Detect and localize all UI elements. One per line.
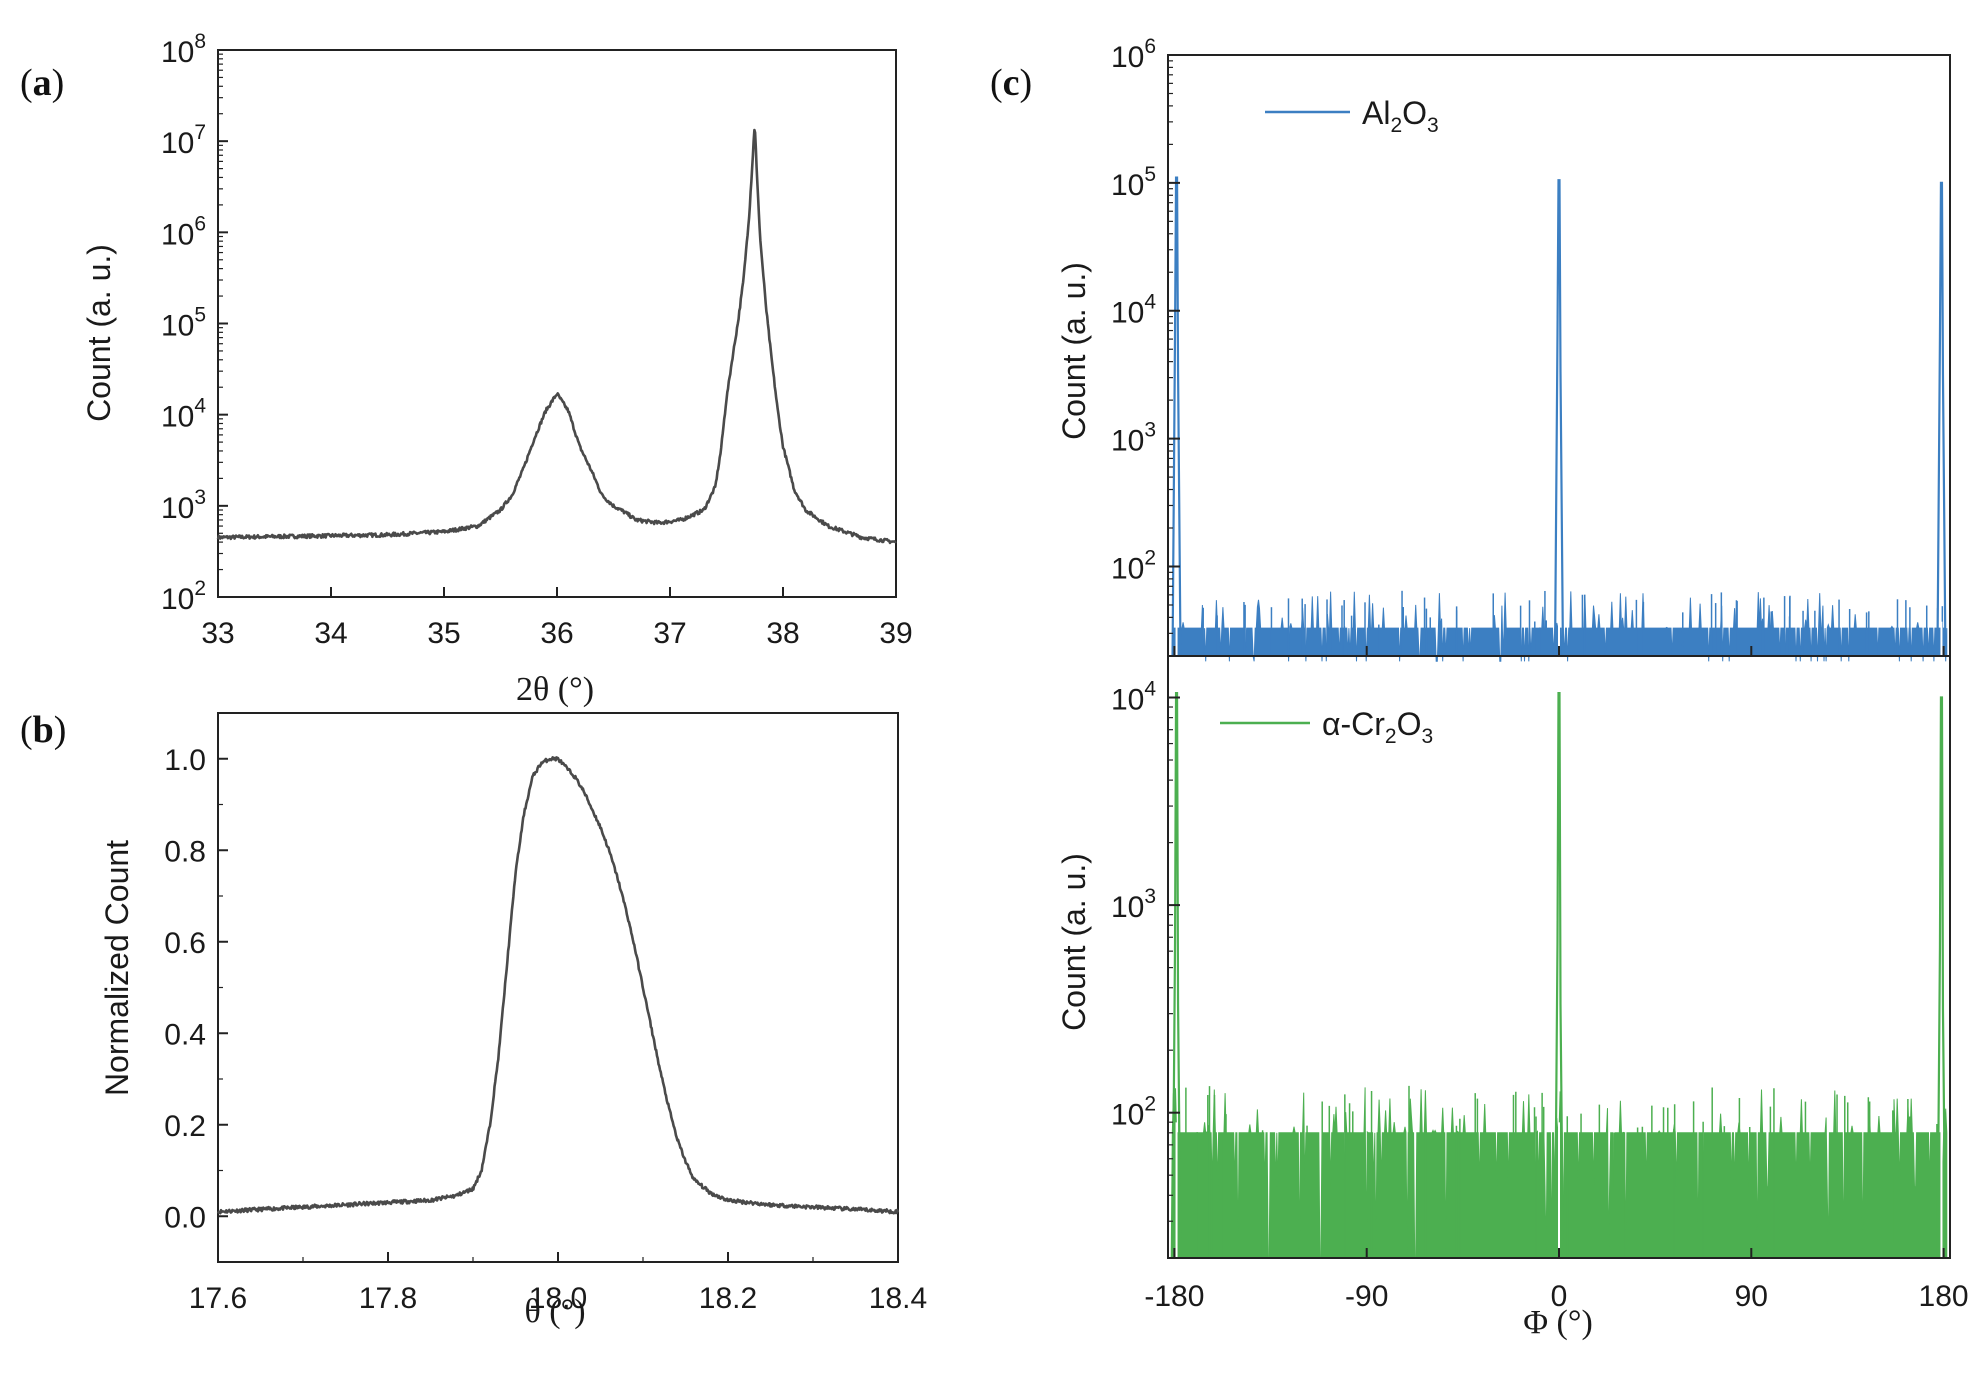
panel-c-bottom-ytick-label: 104 xyxy=(1111,678,1156,717)
panel-a-ytick-label: 105 xyxy=(161,304,206,343)
panel-label-c: (c) xyxy=(990,62,1032,104)
panel-a-xtick-label: 33 xyxy=(201,617,234,650)
legend-label-al2o3: Al2O3 xyxy=(1362,95,1439,137)
panel-a-series-line xyxy=(216,128,897,545)
panel-c-bottom-xtick-label: -180 xyxy=(1144,1280,1204,1313)
panel-c-bottom-legend: α-Cr2O3 xyxy=(1220,706,1433,748)
panel-c-top-ytick-label: 105 xyxy=(1111,163,1156,202)
panel-c-top-plot: 102 103 104 105 106 xyxy=(1111,35,1951,662)
panel-a-xlabel: 2θ (°) xyxy=(516,671,594,708)
panel-a-ytick-label: 102 xyxy=(161,577,206,616)
panel-a-ytick-label: 103 xyxy=(161,486,206,525)
panel-b-ytick-label: 0.8 xyxy=(164,835,206,868)
panel-label-a: (a) xyxy=(20,62,64,104)
panel-c-xlabel: Φ (°) xyxy=(1523,1304,1593,1341)
panel-c-bottom-xtick-label: 90 xyxy=(1735,1280,1768,1313)
panel-a-xtick-label: 37 xyxy=(653,617,686,650)
panel-c-bottom-plot: 102 103 104 -180 -90 0 90 180 xyxy=(1111,655,1969,1313)
panel-a-ytick-label: 107 xyxy=(161,121,206,160)
panel-c-bottom-ylabel: Count (a. u.) xyxy=(1056,853,1092,1031)
panel-c-top-ytick-label: 106 xyxy=(1111,35,1156,74)
panel-a-xtick-label: 36 xyxy=(540,617,573,650)
panel-b-ytick-label: 0.4 xyxy=(164,1018,206,1051)
panel-b-ytick-label: 0.0 xyxy=(164,1201,206,1234)
panel-c-top-peak xyxy=(1553,179,1565,657)
panel-b-xtick-label: 18.2 xyxy=(699,1282,757,1315)
panel-a-ytick-label: 104 xyxy=(161,395,206,434)
panel-c-bottom-xtick-label: 0 xyxy=(1551,1280,1568,1313)
panel-c-top-ytick-label: 104 xyxy=(1111,291,1156,330)
panel-a-ytick-label: 106 xyxy=(161,212,206,251)
panel-c-bottom-ytick-label: 102 xyxy=(1111,1093,1156,1132)
panel-a-xtick-label: 35 xyxy=(427,617,460,650)
panel-c-bottom-xtick-label: 180 xyxy=(1919,1280,1969,1313)
panel-b-xtick-label: 18.4 xyxy=(869,1282,927,1315)
panel-a-xtick-label: 34 xyxy=(314,617,347,650)
panel-c-bottom-peak xyxy=(1171,692,1182,1259)
panel-c-top-ylabel: Count (a. u.) xyxy=(1056,262,1092,440)
panel-a-xtick-label: 38 xyxy=(766,617,799,650)
panel-c-bottom-xtick-label: -90 xyxy=(1345,1280,1388,1313)
panel-b-ylabel: Normalized Count xyxy=(99,840,135,1096)
panel-b-ytick-label: 0.2 xyxy=(164,1110,206,1143)
panel-c-bottom-peak xyxy=(1936,696,1947,1259)
panel-c-bottom-ytick-label: 103 xyxy=(1111,885,1156,924)
panel-c-top-ytick-label: 103 xyxy=(1111,419,1156,458)
panel-a-ylabel: Count (a. u.) xyxy=(81,244,117,422)
panel-c-bottom-peak xyxy=(1553,692,1565,1259)
panel-b-ytick-label: 1.0 xyxy=(164,744,206,777)
panel-b-xtick-label: 18.0 xyxy=(529,1282,587,1315)
panel-a-xtick-label: 39 xyxy=(879,617,912,650)
panel-b-xtick-label: 17.6 xyxy=(189,1282,247,1315)
panel-c-top-ytick-label: 102 xyxy=(1111,546,1156,585)
panel-c-top-peak xyxy=(1171,176,1182,657)
panel-b-plot: 17.6 17.8 18.0 18.2 18.4 0.0 0.2 0.4 0.6 0.8 1.0 xyxy=(164,712,927,1315)
panel-b-xlabel: θ (°) xyxy=(524,1293,585,1330)
panel-label-b: (b) xyxy=(20,709,66,751)
panel-a-ytick-label: 108 xyxy=(161,30,206,69)
panel-a-plot: 33 34 35 36 37 38 39 102 103 104 105 106 107 108 xyxy=(161,30,913,650)
panel-b-xtick-label: 17.8 xyxy=(359,1282,417,1315)
panel-b-ytick-label: 0.6 xyxy=(164,927,206,960)
panel-c-top-legend: Al2O3 xyxy=(1265,95,1439,137)
panel-c-top-peak xyxy=(1936,181,1947,657)
panel-b-series-line xyxy=(216,756,900,1215)
legend-label-cr2o3: α-Cr2O3 xyxy=(1322,706,1433,748)
